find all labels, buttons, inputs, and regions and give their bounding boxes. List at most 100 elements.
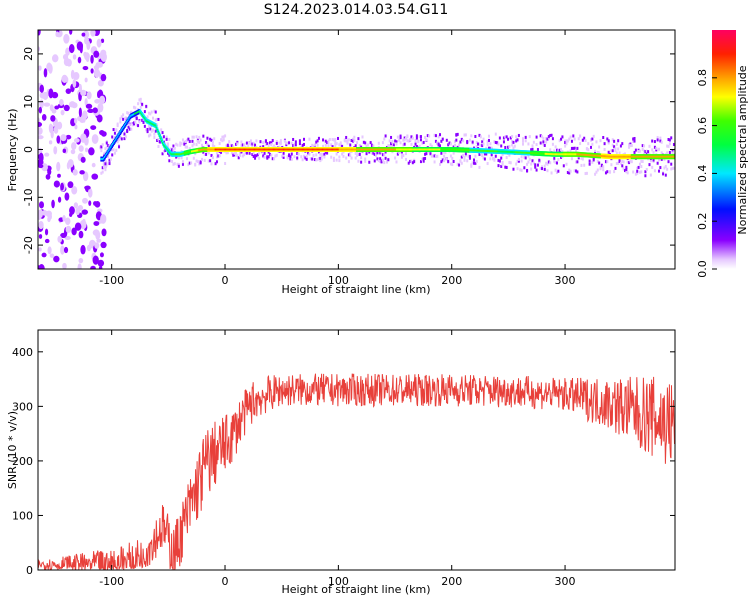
spectrogram-cell — [576, 153, 579, 156]
spectrogram-cell — [43, 68, 48, 78]
spectrogram-cell — [187, 137, 190, 141]
spectrogram-cell — [607, 155, 610, 158]
spectrogram-cell — [172, 153, 175, 156]
spectrogram-cell — [139, 105, 142, 109]
spectrogram-cell — [581, 138, 584, 142]
spectrogram-cell — [240, 143, 243, 147]
spectrogram-cell — [230, 144, 233, 148]
spectrogram-cell — [656, 155, 658, 158]
spectrogram-cell — [300, 155, 303, 159]
spectrogram-cell — [101, 158, 104, 161]
spectrogram-cell — [143, 110, 146, 114]
spectrogram-cell — [332, 158, 335, 162]
spectrogram-cell — [109, 147, 112, 150]
spectrogram-cell — [245, 148, 248, 151]
spectrogram-cell — [584, 139, 587, 143]
spectrogram-cell — [421, 148, 424, 151]
spectrogram-cell — [254, 156, 257, 160]
spectrogram-cell — [209, 159, 212, 163]
spectrogram-cell — [99, 95, 106, 105]
spectrogram-cell — [165, 135, 168, 139]
spectrogram-cell — [394, 156, 397, 160]
spectrogram-cell — [309, 148, 312, 151]
spectrogram-cell — [360, 160, 363, 164]
spectrogram-cell — [172, 144, 175, 148]
spectrogram-cell — [379, 148, 382, 151]
spectrogram-cell — [394, 139, 397, 143]
spectrogram-cell — [191, 144, 194, 148]
spectrogram-cell — [466, 141, 469, 145]
spectrogram-cell — [304, 156, 307, 160]
spectrogram-cell — [210, 148, 212, 151]
spectrogram-cell — [417, 148, 420, 151]
spectrogram-cell — [346, 148, 349, 151]
spectrogram-cell — [223, 148, 226, 151]
spectrogram-cell — [387, 148, 390, 151]
spectrogram-cell — [191, 139, 194, 143]
spectrogram-cell — [297, 152, 300, 156]
spectrogram-cell — [366, 148, 368, 151]
spectrogram-cell — [306, 148, 308, 151]
spectrogram-cell — [186, 151, 189, 154]
spectrogram-cell — [598, 145, 601, 149]
spectrogram-cell — [588, 159, 591, 163]
spectrogram-cell — [142, 115, 145, 118]
spectrogram-cell — [333, 148, 336, 151]
spectrogram-cell — [226, 145, 229, 149]
spectrogram-cell — [221, 148, 224, 151]
spectrogram-cell — [245, 151, 248, 155]
spectrogram-cell — [612, 155, 615, 158]
spectrogram-cell — [437, 148, 440, 151]
spectrogram-cell — [600, 155, 603, 158]
spectrogram-cell — [646, 155, 649, 158]
spectrogram-cell — [323, 152, 326, 156]
spectrogram-cell — [138, 110, 141, 113]
spectrogram-cell — [258, 151, 261, 155]
spectrogram-cell — [670, 155, 673, 158]
spectrogram-cell — [474, 161, 477, 165]
spectrogram-cell — [211, 148, 214, 151]
spectrogram-cell — [72, 169, 78, 176]
spectrogram-cell — [253, 148, 256, 151]
spectrogram-cell — [205, 152, 208, 156]
spectrogram-cell — [234, 148, 237, 151]
spectrogram-cell — [403, 148, 405, 151]
spectrogram-cell — [167, 149, 170, 152]
spectrogram-cell — [474, 154, 477, 158]
spectrogram-cell — [573, 137, 576, 141]
spectrogram-cell — [233, 153, 236, 157]
spectrogram-cell — [166, 151, 169, 155]
spectrogram-cell — [152, 123, 155, 126]
spectrogram-cell — [377, 159, 380, 163]
spectrogram-cell — [394, 148, 396, 151]
spectrogram-cell — [93, 201, 98, 206]
x-tick-label: 0 — [222, 575, 229, 588]
spectrogram-cell — [493, 158, 496, 162]
spectrogram-cell — [101, 228, 107, 237]
spectrogram-cell — [336, 148, 338, 151]
spectrogram-cell — [303, 142, 306, 146]
spectrogram-cell — [636, 166, 639, 170]
spectrogram-cell — [668, 142, 671, 146]
spectrogram-cell — [288, 148, 291, 151]
spectrogram-cell — [396, 152, 399, 156]
spectrogram-cell — [152, 123, 154, 126]
spectrogram-cell — [345, 135, 348, 139]
spectrogram-cell — [440, 139, 443, 143]
spectrogram-cell — [553, 159, 556, 163]
spectrogram-cell — [356, 150, 359, 154]
spectrogram-cell — [262, 141, 265, 145]
spectrogram-cell — [410, 159, 413, 163]
spectrogram-cell — [195, 149, 198, 152]
spectrogram-cell — [210, 148, 213, 151]
spectrogram-cell — [594, 149, 597, 153]
spectrogram-cell — [90, 265, 96, 269]
spectrogram-cell — [352, 148, 355, 151]
spectrogram-cell — [535, 135, 538, 139]
spectrogram-cell — [498, 159, 501, 163]
spectrogram-cell — [524, 151, 527, 154]
spectrogram-cell — [489, 150, 492, 153]
spectrogram-cell — [198, 162, 201, 166]
spectrogram-cell — [239, 154, 242, 158]
spectrogram-cell — [429, 148, 432, 151]
